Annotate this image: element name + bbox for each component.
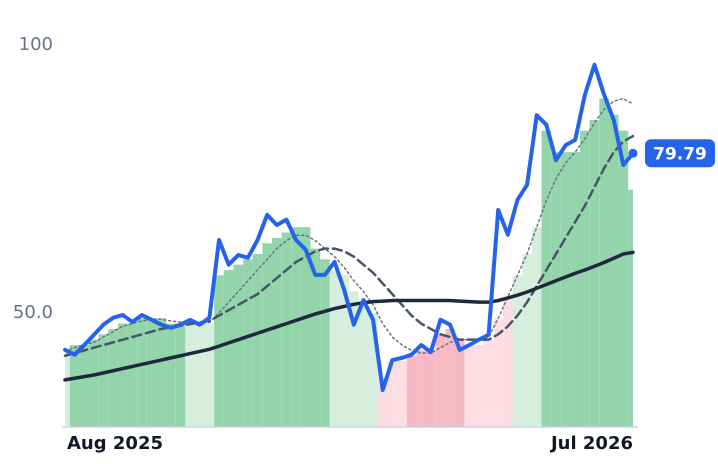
trend-band bbox=[368, 312, 378, 427]
trend-band bbox=[426, 350, 436, 427]
last-price-label: 79.79 bbox=[653, 144, 707, 164]
trend-band bbox=[127, 323, 138, 427]
trend-band bbox=[406, 355, 417, 427]
trend-band bbox=[300, 227, 311, 427]
y-tick-label: 100 bbox=[19, 34, 53, 55]
trend-band bbox=[503, 296, 513, 427]
trend-band bbox=[233, 264, 244, 427]
price-line bbox=[63, 62, 635, 393]
trend-band bbox=[281, 232, 292, 427]
trend-band bbox=[454, 339, 465, 427]
trend-band bbox=[339, 275, 349, 427]
trend-band bbox=[223, 270, 234, 427]
trend-band bbox=[185, 323, 195, 427]
trend-band bbox=[377, 377, 388, 427]
trend-band bbox=[618, 130, 629, 428]
trend-band bbox=[358, 302, 369, 427]
trend-band bbox=[98, 334, 109, 427]
trend-band bbox=[156, 318, 167, 427]
trend-band bbox=[137, 318, 147, 427]
trend-band bbox=[551, 152, 561, 427]
trend-band bbox=[175, 323, 186, 427]
x-tick-label: Jul 2026 bbox=[549, 433, 633, 454]
trend-band bbox=[194, 323, 205, 427]
trend-band bbox=[397, 361, 407, 427]
trend-band bbox=[387, 361, 398, 427]
trend-band bbox=[262, 243, 272, 427]
trend-band bbox=[146, 318, 157, 427]
trend-band bbox=[320, 259, 330, 427]
trend-band bbox=[243, 259, 253, 427]
fast-ma-line bbox=[64, 97, 634, 354]
trend-band bbox=[589, 120, 600, 428]
trend-band bbox=[580, 130, 590, 428]
trend-band bbox=[493, 318, 504, 427]
trend-band bbox=[464, 345, 475, 427]
trend-band bbox=[512, 275, 523, 427]
last-price-dot bbox=[628, 148, 638, 158]
trend-band bbox=[483, 339, 494, 427]
trend-band bbox=[349, 291, 359, 427]
trend-band bbox=[65, 350, 70, 427]
trend-band bbox=[89, 339, 99, 427]
trend-band bbox=[108, 328, 118, 427]
trend-band bbox=[291, 227, 301, 427]
trend-band bbox=[416, 350, 427, 427]
last-price-badge bbox=[645, 139, 715, 168]
trend-band bbox=[117, 323, 128, 427]
trend-band bbox=[560, 152, 571, 427]
trend-band bbox=[271, 237, 282, 427]
trend-band bbox=[166, 323, 176, 427]
trend-band bbox=[329, 270, 340, 427]
trend-band bbox=[69, 345, 80, 427]
trend-band bbox=[252, 253, 263, 427]
trend-band bbox=[541, 130, 552, 428]
trend-band bbox=[531, 227, 542, 427]
trend-band bbox=[474, 345, 484, 427]
trend-band bbox=[445, 328, 455, 427]
mid-ma-line bbox=[63, 134, 635, 357]
trend-band bbox=[628, 189, 633, 427]
trend-band bbox=[435, 334, 446, 427]
y-tick-label: 50.0 bbox=[13, 302, 53, 323]
x-tick-label: Aug 2025 bbox=[67, 433, 163, 454]
trend-band bbox=[310, 248, 321, 427]
trend-band bbox=[79, 345, 90, 427]
trend-band bbox=[204, 323, 215, 427]
trend-band bbox=[214, 275, 224, 427]
trend-band bbox=[570, 152, 581, 427]
trend-band bbox=[522, 253, 532, 427]
trend-band bbox=[608, 114, 619, 427]
